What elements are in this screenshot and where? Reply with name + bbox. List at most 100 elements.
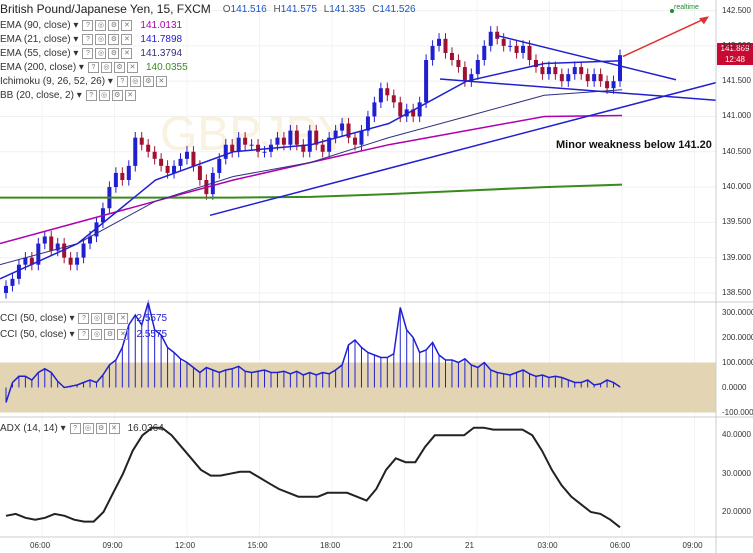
candle-body [314, 130, 319, 145]
legend-control-icon[interactable]: ? [85, 89, 97, 101]
legend-controls[interactable]: ? ◎ ⚙ ✕ [69, 422, 120, 434]
candle-body [605, 81, 610, 89]
candle-body [501, 38, 506, 46]
legend-controls[interactable]: ? ◎ ⚙ ✕ [78, 328, 129, 340]
legend-control-icon[interactable]: ◎ [98, 89, 110, 101]
y-tick-label: 139.500 [722, 217, 751, 227]
candle-body [365, 116, 370, 131]
legend-control-icon[interactable]: ◎ [95, 47, 107, 59]
legend-controls[interactable]: ? ◎ ⚙ ✕ [78, 312, 129, 324]
candle-body [592, 74, 597, 82]
legend-control-icon[interactable]: ✕ [121, 19, 133, 31]
legend-control-icon[interactable]: ? [116, 75, 128, 87]
legend-control-icon[interactable]: ? [82, 19, 94, 31]
candle-body [126, 165, 131, 180]
legend-control-icon[interactable]: ? [82, 47, 94, 59]
open-value: 141.516 [230, 3, 267, 15]
candle-body [4, 285, 8, 293]
legend-control-icon[interactable]: ⚙ [113, 61, 125, 73]
legend-controls[interactable]: ? ◎ ⚙ ✕ [82, 33, 133, 45]
legend-controls[interactable]: ? ◎ ⚙ ✕ [82, 19, 133, 31]
candle-body [449, 52, 454, 60]
ohlc-readout: O141.516 H141.575 L141.335 C141.526 [222, 3, 416, 15]
legend-control-icon[interactable]: ◎ [95, 19, 107, 31]
legend-controls[interactable]: ? ◎ ⚙ ✕ [116, 75, 167, 87]
ema55-line [0, 89, 623, 266]
candle-body [437, 38, 442, 46]
legend-control-icon[interactable]: ◎ [91, 328, 103, 340]
candle-body [210, 172, 215, 195]
candle-body [579, 67, 584, 75]
candle-body [559, 74, 564, 82]
x-tick-label: 06:00 [30, 541, 51, 550]
legend-control-icon[interactable]: ✕ [155, 75, 167, 87]
legend-control-icon[interactable]: ⚙ [95, 422, 107, 434]
y-tick-label: 139.000 [722, 252, 751, 262]
cci-legend-name: CCI (50, close) ▾ [0, 328, 75, 340]
legend-control-icon[interactable]: ? [78, 328, 90, 340]
candle-body [359, 130, 364, 145]
legend-control-icon[interactable]: ? [78, 312, 90, 324]
candle-body [113, 172, 118, 188]
indicator-legend-row[interactable]: BB (20, close, 2) ▾? ◎ ⚙ ✕ [0, 88, 142, 102]
legend-control-icon[interactable]: ⚙ [104, 328, 116, 340]
candle-body [281, 137, 286, 145]
legend-control-icon[interactable]: ⚙ [111, 89, 123, 101]
legend-controls[interactable]: ? ◎ ⚙ ✕ [85, 89, 136, 101]
legend-control-icon[interactable]: ⚙ [108, 33, 120, 45]
cci-legend-row[interactable]: CCI (50, close) ▾? ◎ ⚙ ✕ 2.5575 [0, 327, 167, 341]
indicator-legend-name: Ichimoku (9, 26, 52, 26) ▾ [0, 75, 113, 87]
legend-control-icon[interactable]: ? [82, 33, 94, 45]
projection-arrow-head [699, 16, 709, 25]
cci-band-fill [0, 362, 716, 413]
candle-body [16, 264, 21, 279]
legend-control-icon[interactable]: ✕ [121, 47, 133, 59]
legend-control-icon[interactable]: ✕ [121, 33, 133, 45]
legend-control-icon[interactable]: ◎ [91, 312, 103, 324]
legend-control-icon[interactable]: ⚙ [142, 75, 154, 87]
legend-control-icon[interactable]: ✕ [124, 89, 136, 101]
legend-control-icon[interactable]: ⚙ [108, 19, 120, 31]
candle-body [456, 60, 461, 68]
indicator-legend-row[interactable]: EMA (55, close) ▾? ◎ ⚙ ✕ 141.3794 [0, 46, 182, 60]
x-tick-label: 21 [465, 541, 474, 550]
candle-body [159, 158, 164, 166]
legend-control-icon[interactable]: ⚙ [104, 312, 116, 324]
legend-control-icon[interactable]: ✕ [126, 61, 138, 73]
legend-control-icon[interactable]: ? [69, 422, 81, 434]
indicator-legend-row[interactable]: EMA (90, close) ▾? ◎ ⚙ ✕ 141.0131 [0, 18, 182, 32]
legend-control-icon[interactable]: ◎ [82, 422, 94, 434]
legend-control-icon[interactable]: ? [87, 61, 99, 73]
legend-controls[interactable]: ? ◎ ⚙ ✕ [87, 61, 138, 73]
legend-control-icon[interactable]: ◎ [95, 33, 107, 45]
indicator-legend-row[interactable]: EMA (21, close) ▾? ◎ ⚙ ✕ 141.7898 [0, 32, 182, 46]
candle-body [243, 137, 248, 145]
cci-tick-label: 0.0000 [722, 382, 747, 392]
legend-control-icon[interactable]: ◎ [129, 75, 141, 87]
adx-tick-label: 40.0000 [722, 430, 751, 440]
legend-control-icon[interactable]: ✕ [117, 328, 129, 340]
legend-control-icon[interactable]: ✕ [117, 312, 129, 324]
indicator-legend-name: EMA (200, close) ▾ [0, 61, 84, 73]
indicator-legend-row[interactable]: Ichimoku (9, 26, 52, 26) ▾? ◎ ⚙ ✕ [0, 74, 173, 88]
candle-body [346, 123, 351, 138]
adx-legend-row[interactable]: ADX (14, 14) ▾? ◎ ⚙ ✕ 16.0364 [0, 421, 164, 435]
x-tick-label: 12:00 [175, 541, 196, 550]
indicator-legend-row[interactable]: EMA (200, close) ▾? ◎ ⚙ ✕ 140.0355 [0, 60, 188, 74]
cci-legend-row[interactable]: CCI (50, close) ▾? ◎ ⚙ ✕ 2.5575 [0, 311, 167, 325]
candle-body [398, 102, 403, 117]
legend-control-icon[interactable]: ◎ [100, 61, 112, 73]
candle-body [191, 151, 196, 166]
candle-body [23, 257, 28, 265]
legend-controls[interactable]: ? ◎ ⚙ ✕ [82, 47, 133, 59]
y-tick-label: 140.500 [722, 146, 751, 156]
legend-control-icon[interactable]: ⚙ [108, 47, 120, 59]
cci-tick-label: 300.0000 [722, 307, 753, 317]
legend-control-icon[interactable]: ✕ [108, 422, 120, 434]
y-tick-label: 141.500 [722, 76, 751, 86]
candle-body [249, 144, 254, 146]
adx-series [5, 426, 621, 529]
x-tick-label: 18:00 [320, 541, 341, 550]
